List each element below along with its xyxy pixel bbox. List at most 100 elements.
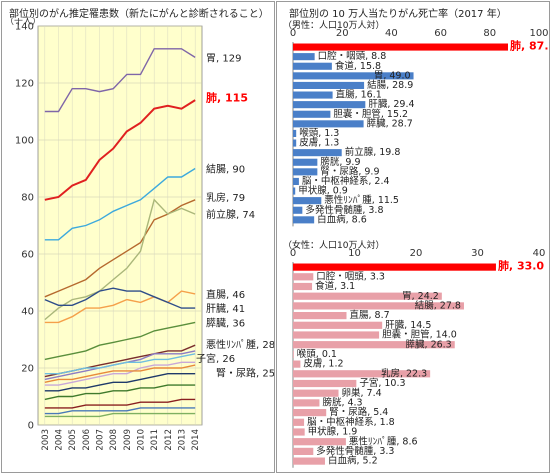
bar-label-17: 多発性骨髄腫, 3.8	[305, 204, 383, 216]
line-series-11	[44, 361, 196, 386]
x-tick-label: 2012	[164, 429, 174, 451]
bar-label-7: 胆嚢・胆管, 14.0	[382, 329, 457, 341]
bar-14	[293, 177, 299, 185]
bar-11	[293, 370, 431, 378]
x-tick-label: 2013	[178, 429, 188, 451]
end-label-5: 直腸, 46	[206, 288, 245, 301]
line-series-1	[44, 99, 196, 201]
bar-label-14: 脳・中枢神経系, 2.4	[302, 175, 390, 187]
line-series-10	[44, 353, 196, 375]
bar-label-20: 白血病, 5.2	[328, 455, 378, 467]
bar-15	[293, 409, 327, 417]
line-series-0	[44, 48, 196, 113]
bar-label-14: 膀胱, 4.3	[322, 397, 362, 409]
bar-label-2: 食道, 15.8	[335, 60, 381, 72]
bar-label-4: 結腸, 28.9	[367, 79, 413, 91]
line-series-17	[44, 412, 196, 418]
male-subtitle: （男性：人口10万人対）	[283, 21, 385, 31]
line-series-15	[44, 398, 196, 409]
end-label-10: 腎・尿路, 25	[216, 366, 274, 379]
end-label-6: 肝臓, 41	[206, 303, 245, 315]
bar-7	[293, 110, 331, 118]
bar-label-18: 白血病, 8.6	[317, 213, 367, 225]
x-tick-label: 80	[483, 28, 496, 39]
bar-label-15: 甲状腺, 0.9	[298, 185, 348, 197]
bar-label-0: 肺, 33.0	[498, 259, 544, 273]
y-tick-label: 20	[21, 364, 34, 375]
bar-label-1: 口腔・咽頭, 8.8	[318, 50, 387, 62]
y-axis-label: （千人）	[5, 18, 41, 27]
line-series-6	[44, 287, 196, 309]
bar-12	[293, 379, 357, 388]
bar-label-11: 前立腺, 19.8	[345, 146, 401, 158]
bar-label-15: 腎・尿路, 5.4	[329, 406, 388, 418]
bar-19	[293, 447, 314, 455]
bar-9	[293, 129, 297, 137]
bar-4	[293, 81, 365, 89]
bar-label-11: 乳房, 22.3	[381, 367, 427, 379]
x-tick-label: 20	[336, 28, 349, 39]
mortality-title: 部位別の 10 万人当たりがん死亡率（2017 年）	[289, 9, 507, 20]
bar-7	[293, 331, 380, 339]
line-series-4	[44, 198, 196, 321]
x-tick-label: 30	[471, 248, 484, 259]
incidence-panel: 部位別のがん推定罹患数（新たにがんと診断されること） （千人） 0 20 40 60 80…	[1, 1, 275, 473]
bar-14	[293, 399, 320, 407]
end-label-0: 胃, 129	[206, 52, 241, 64]
bar-17	[293, 428, 305, 436]
bar-label-5: 直腸, 16.1	[336, 89, 382, 101]
bar-label-8: 膵臓, 28.7	[367, 118, 413, 129]
end-label-7: 膵臓, 36	[206, 317, 245, 329]
bar-3	[293, 292, 442, 300]
bar-label-9: 喉頭, 0.1	[297, 348, 337, 360]
line-series-14	[44, 384, 196, 401]
bar-label-16: 脳・中枢神経系, 1.8	[307, 416, 395, 428]
x-tick-label: 60	[434, 28, 447, 39]
bar-label-13: 卵巣, 7.4	[342, 387, 382, 399]
bar-label-3: 胃, 49.0	[374, 70, 411, 81]
x-tick-label: 2004	[55, 429, 65, 451]
bar-5	[293, 91, 333, 99]
x-tick-label: 20	[410, 248, 423, 259]
x-tick-label: 2009	[123, 429, 133, 451]
bar-8	[293, 341, 455, 349]
bar-label-6: 肝臓, 14.5	[385, 320, 431, 331]
bar-label-10: 皮膚, 1.3	[299, 137, 339, 149]
line-series-2	[44, 167, 196, 241]
bar-label-9: 喉頭, 1.3	[299, 127, 339, 139]
bar-label-16: 悪性ﾘﾝﾊﾟ腫, 11.5	[324, 194, 399, 206]
line-series-7	[44, 321, 196, 361]
bar-18	[293, 216, 315, 224]
x-tick-label: 2003	[41, 429, 51, 451]
bar-16	[293, 418, 305, 426]
bar-label-4: 結腸, 27.8	[415, 300, 461, 312]
bar-label-0: 肺, 87.4	[510, 39, 549, 53]
bar-0	[293, 43, 509, 51]
bar-9	[293, 350, 294, 358]
bar-6	[293, 321, 383, 329]
bar-label-12: 子宮, 10.3	[359, 377, 405, 389]
x-tick-label: 2007	[96, 429, 106, 451]
bar-label-1: 口腔・咽頭, 3.3	[316, 270, 385, 282]
bar-10	[293, 139, 297, 147]
y-tick-label: 80	[21, 193, 34, 204]
bar-label-7: 胆嚢・胆管, 15.2	[333, 108, 408, 120]
x-tick-label: 2011	[150, 429, 160, 451]
x-tick-label: 2008	[109, 429, 119, 451]
bar-1	[293, 53, 315, 61]
bar-16	[293, 197, 322, 205]
end-label-3: 乳房, 79	[206, 191, 245, 204]
line-series-16	[44, 407, 196, 415]
bar-17	[293, 206, 303, 214]
line-series-13	[44, 373, 196, 392]
bar-label-19: 多発性骨髄腫, 3.3	[316, 445, 394, 457]
end-label-8: 悪性ﾘﾝﾊﾟ腫, 28	[206, 338, 274, 351]
female-mortality-chart: 0 10 20 30 40肺, 33.0 口腔・咽頭, 3.3食道, 3.1 胃, 24.2…	[290, 248, 545, 468]
bar-label-6: 肝臓, 29.4	[368, 99, 414, 110]
bar-18	[293, 438, 346, 446]
end-label-4: 前立腺, 74	[206, 208, 255, 221]
x-tick-label: 2010	[137, 429, 147, 451]
bar-label-3: 胃, 24.2	[402, 291, 439, 302]
bar-11	[293, 149, 342, 157]
bar-0	[293, 263, 496, 271]
